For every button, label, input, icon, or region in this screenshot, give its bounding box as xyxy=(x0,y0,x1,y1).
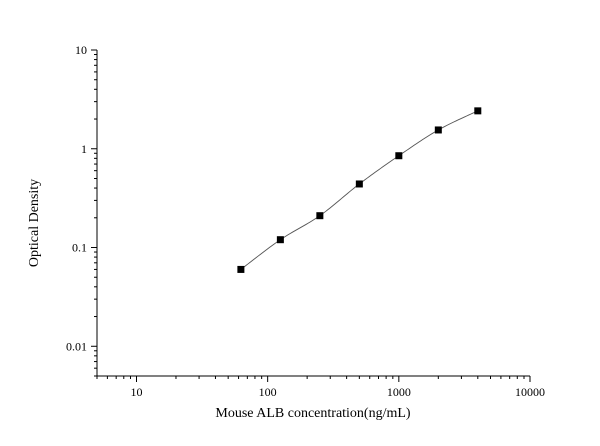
data-points-group xyxy=(237,107,482,273)
y-tick-label: 10 xyxy=(75,43,87,57)
data-point-marker xyxy=(276,236,284,244)
data-point-marker xyxy=(395,152,403,160)
data-point-marker xyxy=(434,126,442,134)
x-tick-label: 10000 xyxy=(515,385,545,399)
x-axis-title: Mouse ALB concentration(ng/mL) xyxy=(215,406,411,421)
y-tick-label: 1 xyxy=(81,142,87,156)
y-tick-label: 0.1 xyxy=(72,241,87,255)
data-point-marker xyxy=(316,212,324,220)
axes: 10 100 1000 10000 0.01 0.1 1 10 xyxy=(66,43,545,399)
x-tick-label: 100 xyxy=(259,385,277,399)
data-point-marker xyxy=(355,180,363,188)
data-point-marker xyxy=(474,107,482,115)
x-tick-label: 1000 xyxy=(387,385,411,399)
data-point-marker xyxy=(237,265,245,273)
y-axis-title: Optical Density xyxy=(27,179,42,267)
x-tick-label: 10 xyxy=(130,385,142,399)
y-tick-label: 0.01 xyxy=(66,339,87,353)
